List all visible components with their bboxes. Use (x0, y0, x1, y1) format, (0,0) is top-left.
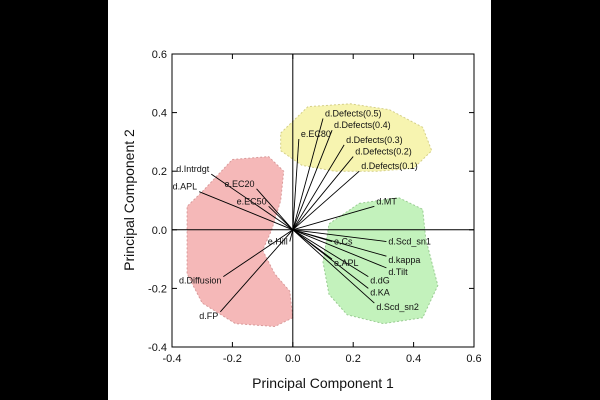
x-axis-title: Principal Component 1 (252, 375, 394, 391)
vector-label: e.EC50 (237, 196, 267, 206)
loading-vector (292, 229, 369, 278)
vector-labels: d.Defects(0.5) d.Defects(0.4) d.Defects(0.… (173, 108, 431, 320)
y-tick-label: -0.4 (148, 342, 167, 354)
x-tick-label: 0.0 (285, 353, 300, 365)
vector-label: d.Intrdgt (176, 164, 210, 174)
x-tick-label: 0.4 (406, 353, 421, 365)
y-tick-label: -0.2 (148, 283, 167, 295)
vector-label: d.KA (370, 287, 390, 297)
loading-vector (292, 229, 369, 289)
cluster-regions (186, 103, 439, 327)
loading-vector (292, 229, 375, 304)
loading-vector (292, 205, 375, 231)
vector-label: d.Tilt (388, 267, 408, 277)
cluster-region-1 (186, 156, 294, 327)
vector-label: d.kappa (388, 255, 420, 265)
loading-vector (292, 118, 324, 230)
loading-vector (292, 229, 387, 242)
vector-label: d.Scd_sn2 (376, 302, 419, 312)
loading-vector (292, 138, 300, 230)
axis-ticks: -0.4 -0.2 0.0 0.2 0.4 0.6 -0.4 -0.2 0.0 0.2 0.4 0.6 (148, 49, 482, 365)
vector-label: d.Defects(0.5) (325, 108, 382, 118)
vector-label: d.Scd_sn1 (388, 237, 431, 247)
y-tick-label: 0.4 (152, 108, 167, 120)
y-tick-label: 0.6 (152, 49, 167, 61)
loading-vector (219, 229, 294, 313)
x-tick-label: -0.2 (223, 353, 242, 365)
cluster-region-3 (322, 197, 439, 325)
vector-label: d.Defects(0.3) (346, 135, 403, 145)
loading-vectors (199, 118, 387, 313)
loading-vector (211, 173, 294, 231)
vector-label: e.APL (334, 258, 359, 268)
zero-lines (172, 54, 474, 347)
vector-label: d.APL (173, 182, 198, 192)
vector-label: d.MT (376, 196, 397, 206)
loading-vector (256, 188, 294, 231)
loading-vector (289, 229, 294, 242)
vector-label: e.EC80 (301, 129, 331, 139)
vector-label: d.dG (370, 276, 390, 286)
loading-vector (292, 144, 345, 231)
vector-label: d.FP (199, 311, 218, 321)
loading-vector (199, 191, 293, 231)
vector-label: d.Defects(0.1) (361, 161, 418, 171)
vector-label: e.Cs (334, 237, 353, 247)
x-tick-label: 0.6 (466, 353, 481, 365)
loading-vector (223, 229, 294, 278)
vector-label: e.EC20 (225, 179, 255, 189)
loading-vector (292, 130, 333, 230)
x-tick-label: -0.4 (163, 353, 182, 365)
x-tick-label: 0.2 (346, 353, 361, 365)
vector-label: d.Defects(0.4) (334, 120, 391, 130)
y-tick-label: 0.2 (152, 166, 167, 178)
vector-label: d.Defects(0.2) (355, 147, 412, 157)
loading-vector (292, 229, 387, 257)
loading-vector (292, 229, 387, 269)
y-axis-title: Principal Component 2 (121, 129, 137, 271)
plot-frame (171, 53, 475, 348)
vector-label: e.Hill (268, 237, 288, 247)
loading-vector (268, 206, 294, 231)
y-tick-label: 0.0 (152, 225, 167, 237)
vector-label: d.Diffusion (179, 276, 221, 286)
cluster-region-2 (280, 103, 433, 172)
loading-vector (292, 170, 360, 231)
loading-vector (292, 156, 354, 231)
